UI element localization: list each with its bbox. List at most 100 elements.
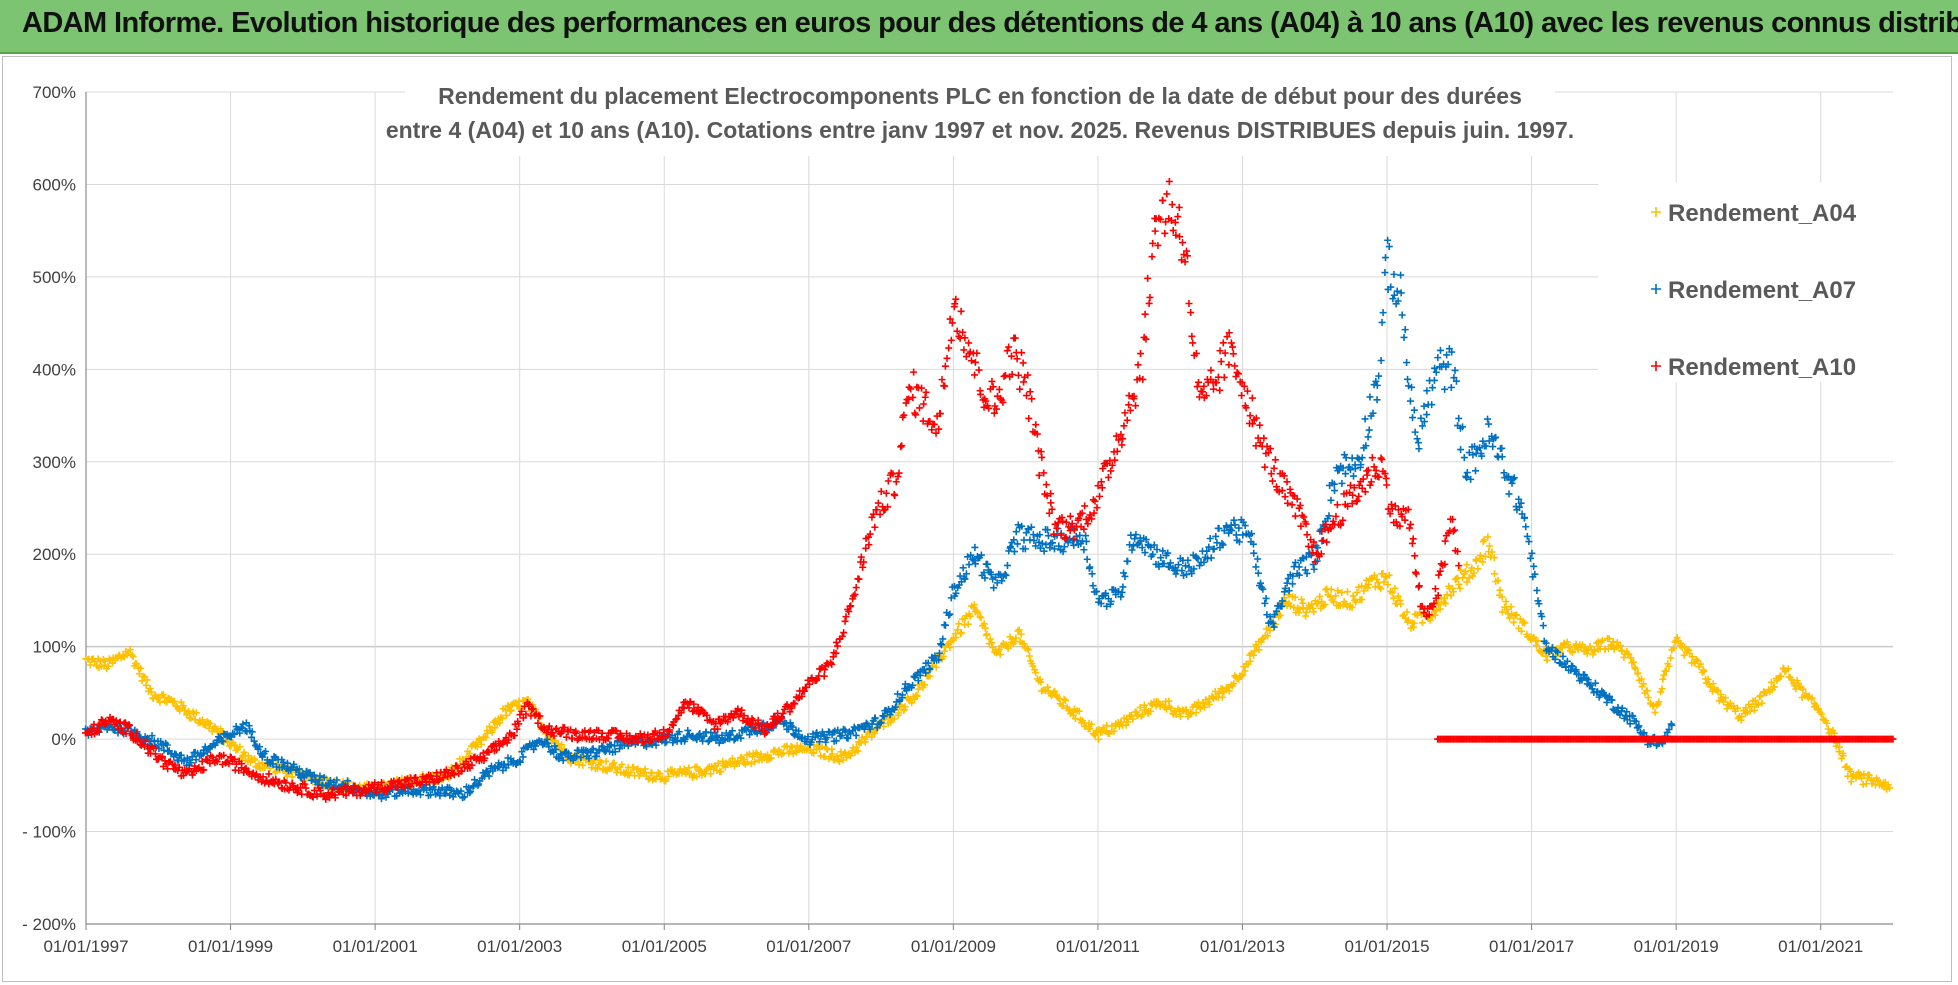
data-point bbox=[1353, 497, 1361, 505]
data-point bbox=[1132, 402, 1140, 410]
data-point bbox=[1349, 592, 1357, 600]
data-point bbox=[227, 754, 235, 762]
data-point bbox=[1341, 470, 1349, 478]
data-point bbox=[892, 703, 900, 711]
data-point bbox=[1218, 693, 1226, 701]
data-point bbox=[507, 706, 515, 714]
data-point bbox=[1662, 667, 1670, 675]
series-Rendement_A10 bbox=[81, 177, 1897, 803]
data-point bbox=[519, 753, 527, 761]
data-point bbox=[1530, 562, 1538, 570]
data-point bbox=[142, 737, 150, 745]
data-point bbox=[977, 390, 985, 398]
data-point bbox=[1149, 550, 1157, 558]
x-tick-label: 01/01/2021 bbox=[1778, 937, 1863, 956]
data-point bbox=[1444, 360, 1452, 368]
data-point bbox=[1296, 605, 1304, 613]
data-point bbox=[310, 786, 318, 794]
y-tick-label: 200% bbox=[33, 545, 76, 564]
data-point bbox=[973, 349, 981, 357]
data-point bbox=[1425, 611, 1433, 619]
data-point bbox=[822, 738, 830, 746]
data-point bbox=[1420, 402, 1428, 410]
data-point bbox=[1066, 512, 1074, 520]
data-point bbox=[1302, 520, 1310, 528]
data-point bbox=[797, 745, 805, 753]
data-point bbox=[965, 339, 973, 347]
data-point bbox=[914, 677, 922, 685]
data-point bbox=[1296, 501, 1304, 509]
data-point bbox=[1361, 488, 1369, 496]
data-point bbox=[980, 403, 988, 411]
data-point bbox=[1182, 706, 1190, 714]
data-point bbox=[1447, 592, 1455, 600]
data-point bbox=[1129, 542, 1137, 550]
data-point bbox=[1362, 576, 1370, 584]
data-point bbox=[627, 768, 635, 776]
data-point bbox=[598, 729, 606, 737]
data-point bbox=[1449, 584, 1457, 592]
data-point bbox=[1291, 512, 1299, 520]
data-point bbox=[1443, 351, 1451, 359]
data-point bbox=[1551, 655, 1559, 663]
data-point bbox=[946, 315, 954, 323]
data-point bbox=[325, 781, 333, 789]
data-point bbox=[219, 737, 227, 745]
data-point bbox=[1004, 644, 1012, 652]
data-point bbox=[648, 736, 656, 744]
data-point bbox=[1144, 274, 1152, 282]
data-point bbox=[450, 771, 458, 779]
data-point bbox=[1407, 520, 1415, 528]
data-point bbox=[820, 672, 828, 680]
data-point bbox=[1028, 395, 1036, 403]
data-point bbox=[810, 749, 818, 757]
data-point bbox=[1182, 562, 1190, 570]
data-point bbox=[1235, 524, 1243, 532]
data-point bbox=[1629, 712, 1637, 720]
data-point bbox=[1357, 461, 1365, 469]
data-point bbox=[1410, 619, 1418, 627]
data-point bbox=[1148, 253, 1156, 261]
data-point bbox=[1496, 586, 1504, 594]
data-point bbox=[484, 747, 492, 755]
data-point bbox=[1539, 622, 1547, 630]
data-point bbox=[1071, 715, 1079, 723]
data-point bbox=[1154, 241, 1162, 249]
data-point bbox=[1358, 454, 1366, 462]
data-point bbox=[558, 728, 566, 736]
data-point bbox=[1411, 552, 1419, 560]
data-point bbox=[1040, 469, 1048, 477]
data-point bbox=[1118, 441, 1126, 449]
data-point bbox=[245, 722, 253, 730]
data-point bbox=[1321, 601, 1329, 609]
data-point bbox=[1460, 454, 1468, 462]
data-point bbox=[1080, 525, 1088, 533]
data-point bbox=[1836, 743, 1844, 751]
data-point bbox=[473, 743, 481, 751]
data-point bbox=[677, 709, 685, 717]
data-point bbox=[1045, 509, 1053, 517]
data-point bbox=[1010, 548, 1018, 556]
data-point bbox=[1526, 554, 1534, 562]
data-point bbox=[316, 772, 324, 780]
data-point bbox=[1165, 177, 1173, 185]
data-point bbox=[1246, 412, 1254, 420]
data-point bbox=[1377, 454, 1385, 462]
data-point bbox=[1227, 339, 1235, 347]
data-point bbox=[905, 395, 913, 403]
x-tick-label: 01/01/2017 bbox=[1489, 937, 1574, 956]
data-point bbox=[1099, 465, 1107, 473]
data-point bbox=[1378, 318, 1386, 326]
data-point bbox=[1246, 657, 1254, 665]
series-markers bbox=[81, 177, 1897, 803]
data-point bbox=[590, 756, 598, 764]
data-point bbox=[1089, 582, 1097, 590]
data-point bbox=[1505, 490, 1513, 498]
data-point bbox=[1405, 616, 1413, 624]
data-point bbox=[1042, 541, 1050, 549]
data-point bbox=[1447, 383, 1455, 391]
data-point bbox=[349, 789, 357, 797]
data-point bbox=[550, 732, 558, 740]
data-point bbox=[950, 582, 958, 590]
data-point bbox=[941, 362, 949, 370]
